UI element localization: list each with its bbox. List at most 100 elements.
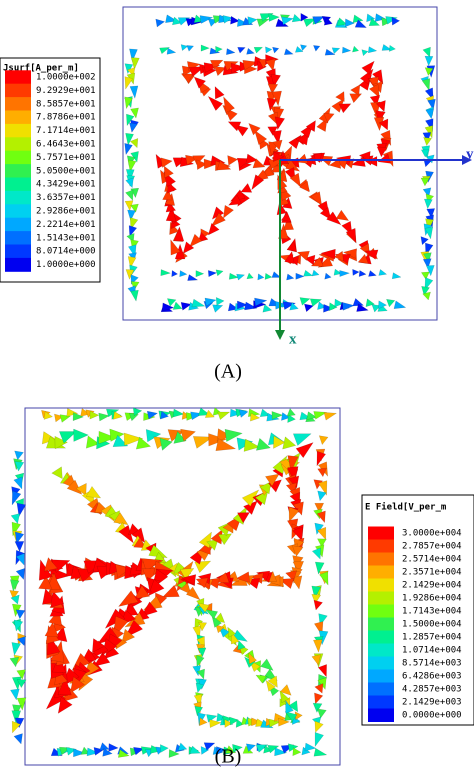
field-arrow	[216, 746, 227, 755]
caption: (B)	[215, 746, 242, 768]
field-arrow	[162, 584, 180, 598]
field-arrow	[125, 132, 134, 146]
field-arrow	[288, 506, 300, 523]
field-arrow	[427, 98, 436, 111]
field-arrow	[279, 690, 290, 704]
field-arrow	[167, 298, 177, 307]
legend-label: 3.6357e+001	[36, 193, 96, 203]
field-arrow	[255, 437, 271, 451]
field-arrow	[16, 669, 26, 680]
field-arrow	[207, 222, 220, 236]
field-arrow	[424, 226, 434, 240]
field-arrow	[251, 174, 265, 191]
field-arrow	[266, 97, 278, 112]
field-arrow	[317, 538, 327, 548]
field-arrow	[371, 304, 381, 313]
field-arrow	[50, 590, 65, 608]
field-arrow	[272, 139, 283, 151]
field-arrow	[15, 568, 25, 581]
field-arrow	[196, 602, 210, 613]
field-arrow	[313, 45, 321, 52]
field-arrow	[133, 536, 146, 549]
field-arrow	[225, 745, 236, 754]
color-swatch	[368, 526, 394, 540]
field-arrow	[328, 302, 338, 312]
legend-label: 2.3571e+004	[402, 568, 462, 578]
field-arrow	[207, 95, 223, 111]
field-arrow	[285, 699, 294, 714]
field-arrow	[235, 571, 250, 583]
field-arrow	[284, 711, 298, 722]
field-arrow	[180, 73, 194, 84]
field-arrow	[16, 635, 27, 647]
field-arrow	[287, 414, 296, 423]
field-arrow	[209, 719, 222, 728]
field-arrow	[98, 430, 117, 445]
field-arrow	[226, 48, 236, 56]
field-arrow	[367, 46, 378, 54]
field-arrow	[236, 273, 246, 281]
field-arrow	[319, 571, 329, 586]
field-arrow	[350, 156, 366, 167]
field-arrow	[247, 16, 258, 25]
field-arrow	[172, 16, 183, 26]
legend-label: 2.2214e+001	[36, 220, 96, 230]
field-arrow	[267, 83, 279, 94]
field-arrow	[193, 76, 207, 89]
field-arrow	[311, 654, 321, 666]
field-arrow	[75, 482, 87, 496]
field-arrow	[386, 298, 396, 308]
field-arrow	[318, 435, 329, 446]
field-arrow	[215, 269, 224, 277]
field-arrow	[317, 467, 327, 478]
field-arrow	[314, 732, 324, 748]
field-arrow	[215, 438, 237, 452]
field-arrow	[311, 269, 320, 277]
color-swatch	[5, 190, 31, 205]
caption: (A)	[214, 361, 242, 383]
field-arrow	[214, 86, 225, 100]
field-arrow	[242, 59, 259, 71]
field-arrow	[215, 45, 223, 53]
color-swatch	[5, 217, 31, 232]
field-arrow	[210, 212, 226, 228]
field-arrow	[222, 15, 234, 24]
field-arrow	[271, 271, 282, 278]
field-arrow	[305, 120, 316, 133]
field-arrow	[294, 46, 304, 53]
field-arrow	[314, 720, 324, 733]
field-arrow	[291, 13, 302, 23]
field-arrow	[295, 272, 305, 280]
field-arrow	[54, 435, 68, 450]
field-arrow	[263, 744, 273, 754]
field-arrow	[237, 640, 246, 651]
field-arrow	[117, 749, 130, 758]
field-arrow	[268, 13, 280, 22]
field-arrow	[163, 165, 174, 179]
field-arrow	[368, 84, 380, 99]
field-arrow	[314, 502, 325, 514]
field-arrow	[388, 44, 396, 52]
field-a	[124, 12, 436, 313]
legend-b: E Field[V_per_m 3.0000e+004 2.7857e+004 2.…	[361, 494, 474, 726]
color-swatch	[5, 164, 31, 178]
field-arrow	[333, 250, 344, 262]
field-arrow	[205, 609, 219, 620]
field-arrow	[359, 68, 374, 85]
field-arrow	[393, 300, 407, 309]
field-arrow	[125, 189, 134, 201]
field-arrow	[313, 599, 323, 611]
field-arrow	[200, 746, 210, 755]
field-arrow	[312, 16, 326, 25]
field-arrow	[252, 158, 266, 169]
field-arrow	[15, 609, 26, 620]
color-swatch	[5, 244, 31, 259]
field-arrow	[232, 744, 243, 753]
field-arrow	[345, 227, 357, 244]
field-arrow	[422, 291, 431, 301]
legend-label: 4.3429e+001	[36, 180, 96, 190]
field-arrow	[354, 19, 367, 28]
field-arrow	[228, 194, 242, 206]
field-arrow	[303, 269, 314, 277]
field-arrow	[130, 289, 139, 302]
